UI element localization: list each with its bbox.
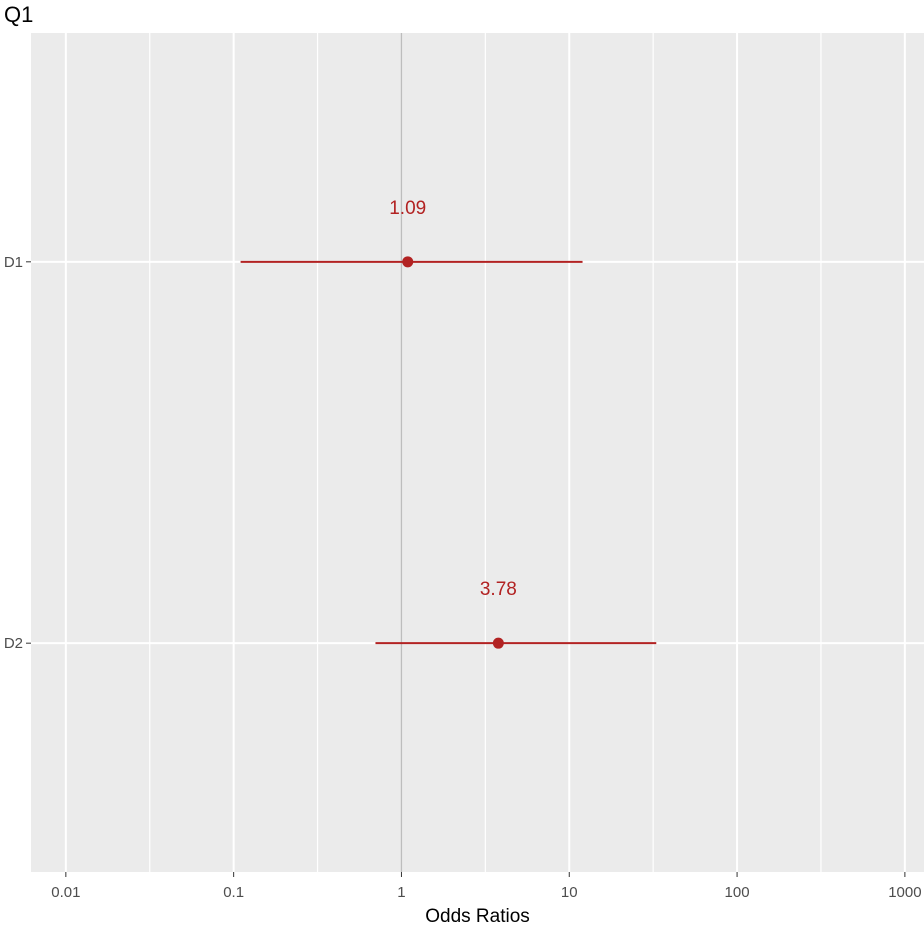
x-tick-label: 0.01	[51, 884, 80, 901]
estimate-point	[402, 256, 414, 268]
x-tick-label: 100	[725, 884, 750, 901]
x-axis: 0.01 0.1 1 10 100 1000	[51, 872, 922, 901]
x-axis-title: Odds Ratios	[425, 906, 530, 927]
data-marks: 1.09 3.78	[240, 198, 657, 649]
estimate-point	[492, 637, 504, 649]
estimate-label: 1.09	[389, 198, 426, 219]
y-tick-label: D2	[4, 635, 23, 652]
y-axis: D1 D2	[4, 254, 31, 652]
x-tick-label: 0.1	[223, 884, 244, 901]
plot-panel	[31, 33, 924, 872]
x-tick-label: 1000	[888, 884, 921, 901]
x-tick-label: 10	[561, 884, 578, 901]
y-tick-label: D1	[4, 254, 23, 271]
chart-title: Q1	[4, 2, 33, 27]
minor-gridlines	[149, 33, 822, 872]
estimate-label: 3.78	[480, 579, 517, 600]
x-tick-label: 1	[397, 884, 405, 901]
